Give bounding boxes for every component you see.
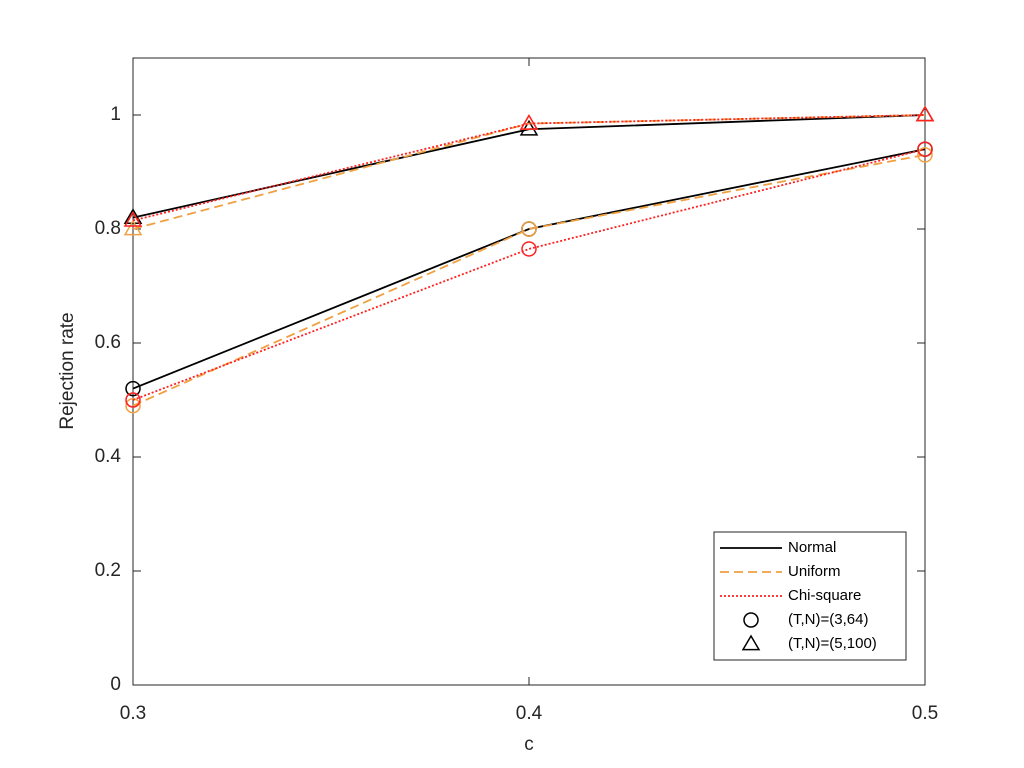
data-marker — [123, 219, 143, 236]
x-tick-label: 0.3 — [120, 703, 146, 724]
data-marker — [123, 208, 143, 224]
data-marker — [917, 147, 933, 163]
legend-marker — [743, 612, 759, 628]
data-marker — [915, 105, 935, 122]
data-marker — [521, 221, 537, 237]
data-marker — [519, 114, 539, 130]
data-marker — [519, 119, 539, 136]
y-tick-label: 0 — [110, 674, 121, 695]
legend-label: Chi-square — [788, 587, 861, 604]
data-marker — [125, 380, 141, 397]
legend-marker — [741, 634, 761, 651]
legend-label: (T,N)=(3,64) — [788, 611, 868, 628]
data-marker — [521, 241, 537, 257]
y-tick-label: 0.2 — [95, 560, 121, 581]
y-tick-label: 0.8 — [95, 218, 121, 239]
x-axis-label: c — [524, 734, 534, 755]
series-line — [132, 114, 926, 230]
legend-label: Uniform — [788, 563, 841, 580]
legend-label: Normal — [788, 539, 836, 556]
x-tick-label: 0.5 — [912, 703, 938, 724]
series-line — [132, 148, 926, 390]
data-marker — [917, 141, 933, 157]
series-line — [132, 148, 926, 401]
y-axis-label: Rejection rate — [57, 312, 78, 429]
data-marker — [125, 392, 141, 408]
legend-label: (T,N)=(5,100) — [788, 635, 877, 652]
y-tick-label: 0.6 — [95, 332, 121, 353]
data-marker — [123, 210, 143, 227]
data-marker — [125, 397, 141, 414]
x-tick-label: 0.4 — [516, 703, 543, 724]
y-tick-label: 1 — [110, 104, 121, 125]
series-line — [132, 154, 926, 407]
y-tick-label: 0.4 — [95, 446, 122, 467]
